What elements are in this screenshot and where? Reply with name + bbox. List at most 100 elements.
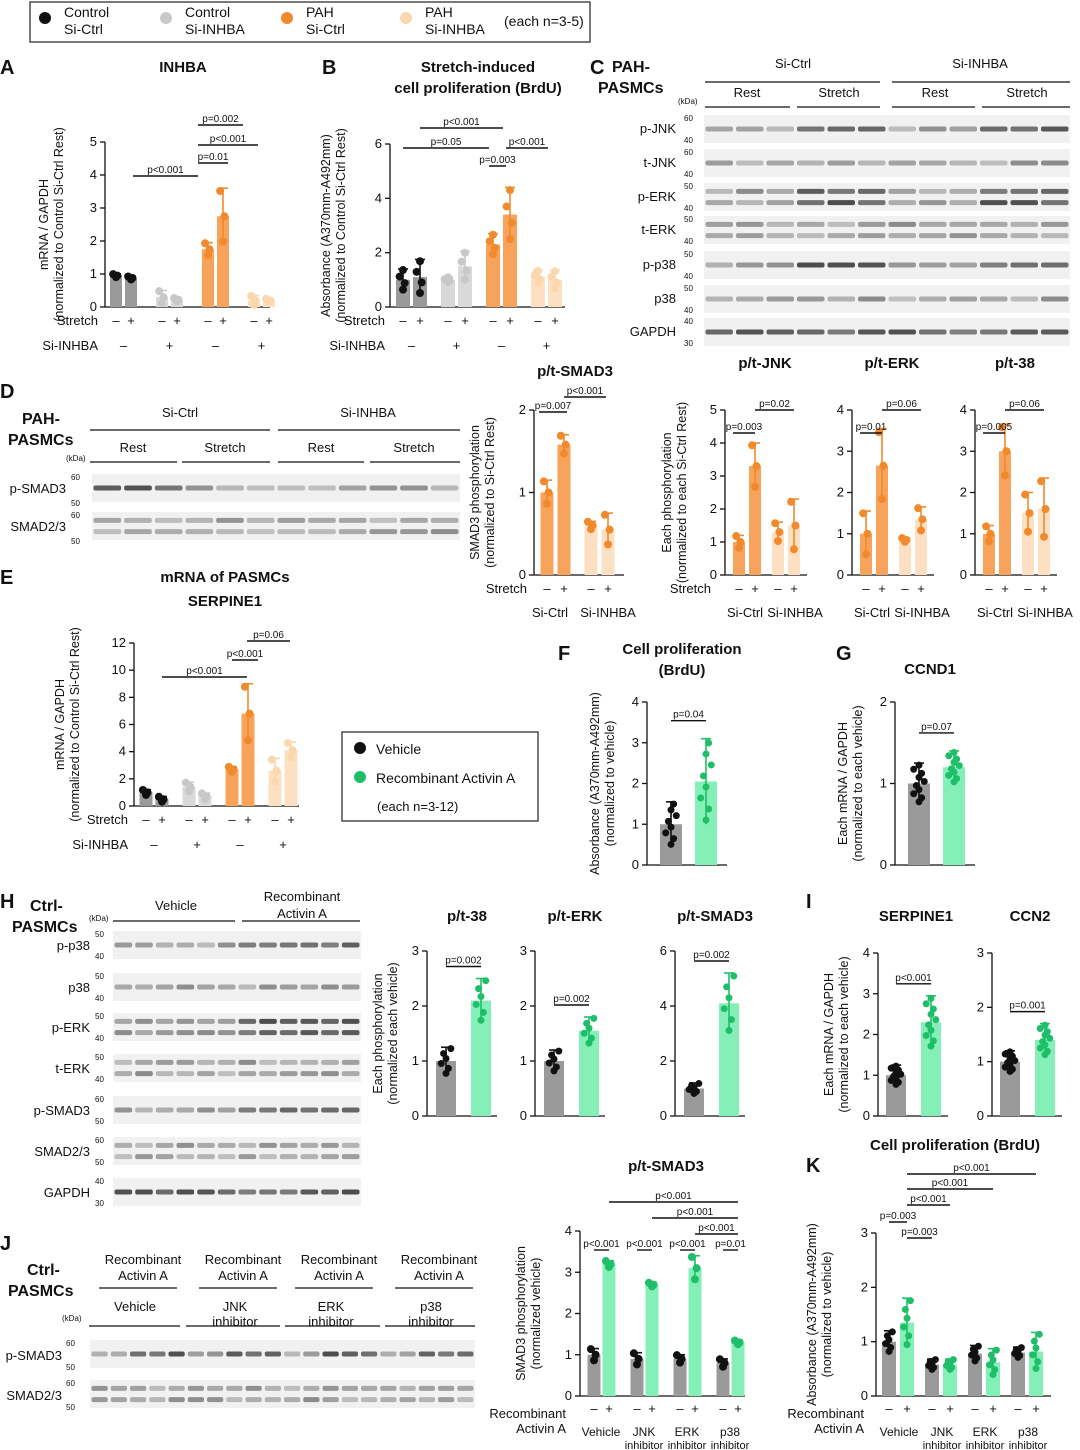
legend-label: Recombinant Activin A xyxy=(376,770,516,786)
blot-p-p38-band xyxy=(300,942,319,948)
blot-p-p38-background xyxy=(113,931,361,959)
data-point xyxy=(878,495,886,504)
row-label-recombinant: Activin A xyxy=(516,1421,566,1436)
data-point xyxy=(159,293,168,302)
kda-marker: 40 xyxy=(95,994,104,1003)
kda-marker: 60 xyxy=(71,473,80,482)
stretch-sign: + xyxy=(1040,581,1048,596)
stretch-sign: + xyxy=(173,313,181,328)
bar xyxy=(1035,1039,1055,1116)
group-label: inhibitor xyxy=(625,1440,664,1450)
blot-SMAD2/3-band xyxy=(338,529,367,535)
p-value-label: p=0.003 xyxy=(726,422,763,433)
blot-title: PASMCs xyxy=(8,432,74,449)
blot-SMAD2/3-band xyxy=(185,529,214,535)
data-point xyxy=(730,972,738,980)
blot-p38-band xyxy=(259,984,277,990)
y-tick-label: 1 xyxy=(837,526,844,541)
data-point xyxy=(604,540,612,549)
blot-t-ERK-band xyxy=(888,221,916,227)
blot-p-SMAD3-band xyxy=(457,1351,474,1357)
data-point xyxy=(702,750,710,758)
data-point xyxy=(774,537,782,546)
panel-letter-C: C xyxy=(590,57,604,79)
blot-SMAD2/3-band xyxy=(303,1397,320,1403)
blot-GAPDH-band xyxy=(135,1189,153,1195)
bar xyxy=(925,1364,939,1396)
stretch-sign: – xyxy=(534,313,542,328)
blot-condition-label: inhibitor xyxy=(408,1314,454,1329)
blot-title: PAH- xyxy=(22,411,60,428)
blot-SMAD2/3-band xyxy=(154,517,183,523)
stretch-sign: – xyxy=(271,812,279,827)
bar xyxy=(1022,513,1034,575)
blot-row-label: p38 xyxy=(68,980,90,995)
blot-condition-label: JNK xyxy=(223,1299,248,1314)
sign: + xyxy=(946,1401,954,1416)
blot-p-ERK-band xyxy=(858,200,886,206)
blot-p-p38-band xyxy=(888,262,916,268)
blot-t-ERK-band xyxy=(919,221,947,227)
group-label: inhibitor xyxy=(711,1440,750,1450)
panel-letter-J: J xyxy=(0,1233,11,1255)
blot-group-label: Activin A xyxy=(218,1268,268,1283)
data-point xyxy=(667,840,675,848)
blot-p-p38-band xyxy=(827,262,855,268)
kda-marker: 40 xyxy=(684,272,693,281)
chart-title: SERPINE1 xyxy=(188,593,262,610)
data-point xyxy=(670,835,678,843)
blot-p-ERK-band xyxy=(176,1018,195,1024)
blot-p-JNK-band xyxy=(1010,126,1038,132)
data-point xyxy=(181,778,190,787)
data-point xyxy=(485,237,494,246)
blot-SMAD2/3-band xyxy=(114,1142,133,1148)
blot-t-ERK-band xyxy=(217,1071,236,1077)
sign: + xyxy=(648,1401,656,1416)
blot-p38-background xyxy=(704,285,1070,313)
blot-SMAD2/3-band xyxy=(361,1385,378,1391)
data-point xyxy=(725,1026,733,1034)
legend-note: (each n=3-12) xyxy=(377,799,458,814)
stretch-sign: + xyxy=(1001,581,1009,596)
data-point xyxy=(723,983,731,991)
row-label-stretch: Stretch xyxy=(87,812,128,827)
blot-t-ERK-band xyxy=(797,221,825,227)
blot-condition-label: Stretch xyxy=(818,85,859,100)
y-axis-label: SMAD3 phosphorylation xyxy=(514,1246,528,1381)
data-point xyxy=(600,510,609,519)
data-point xyxy=(992,1346,1000,1354)
blot-GAPDH-band xyxy=(766,329,794,335)
p-value-label: p=0.01 xyxy=(856,422,887,433)
data-point xyxy=(707,761,715,769)
blot-p-SMAD3-band xyxy=(341,1351,358,1357)
p-value-label: p=0.06 xyxy=(253,630,284,641)
stretch-sign: – xyxy=(862,581,870,596)
blot-condition-label: Stretch xyxy=(1006,85,1047,100)
data-point xyxy=(1040,532,1048,541)
data-point xyxy=(271,777,279,786)
blot-t-ERK-band xyxy=(1041,233,1069,239)
blot-p-SMAD3-band xyxy=(418,1351,435,1357)
data-point xyxy=(605,525,614,534)
blot-p-ERK-band xyxy=(217,1030,236,1036)
data-point xyxy=(892,1062,900,1070)
legend-label: PAH xyxy=(425,4,453,20)
data-point xyxy=(561,440,570,449)
data-point xyxy=(1037,477,1046,486)
blot-SMAD2/3-band xyxy=(300,1154,319,1160)
blot-row-label: p38 xyxy=(654,291,676,306)
data-point xyxy=(699,772,707,780)
blot-SMAD2/3-band xyxy=(197,1154,215,1160)
sign: – xyxy=(719,1401,727,1416)
blot-SMAD2/3-band xyxy=(246,517,275,523)
blot-p-ERK-band xyxy=(259,1018,277,1024)
bar xyxy=(1000,1061,1020,1116)
data-point xyxy=(695,1080,703,1088)
blot-p-p38-band xyxy=(259,942,277,948)
blot-t-ERK-band xyxy=(949,221,977,227)
group-label: Vehicle xyxy=(582,1425,621,1439)
blot-p-ERK-band xyxy=(238,1030,257,1036)
blot-row-label: p-SMAD3 xyxy=(6,1348,62,1363)
stretch-sign: + xyxy=(560,581,568,596)
data-point xyxy=(863,529,872,538)
